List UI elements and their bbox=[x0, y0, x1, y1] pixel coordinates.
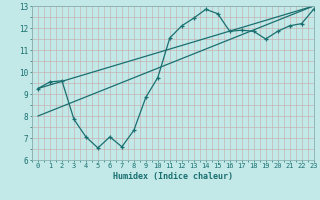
X-axis label: Humidex (Indice chaleur): Humidex (Indice chaleur) bbox=[113, 172, 233, 181]
